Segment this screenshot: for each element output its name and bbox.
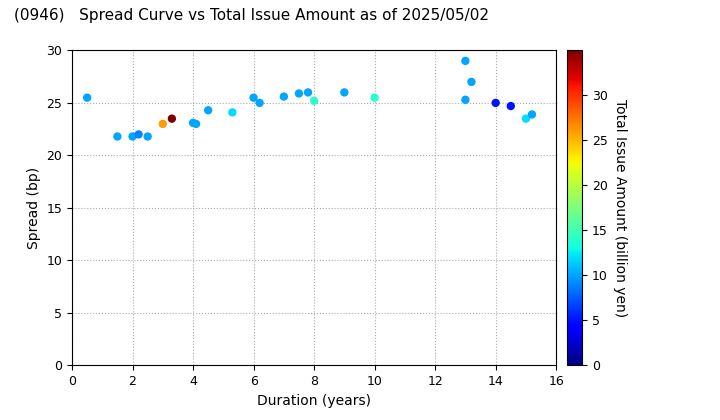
Point	[248, 94, 259, 101]
Point	[302, 89, 314, 96]
Point	[490, 100, 501, 106]
X-axis label: Duration (years): Duration (years)	[257, 394, 371, 408]
Point	[466, 79, 477, 85]
Point	[142, 133, 153, 140]
Point	[190, 121, 202, 127]
Point	[526, 111, 538, 118]
Point	[338, 89, 350, 96]
Point	[112, 133, 123, 140]
Text: (0946)   Spread Curve vs Total Issue Amount as of 2025/05/02: (0946) Spread Curve vs Total Issue Amoun…	[14, 8, 490, 24]
Point	[278, 93, 289, 100]
Point	[157, 121, 168, 127]
Point	[254, 100, 266, 106]
Y-axis label: Spread (bp): Spread (bp)	[27, 167, 41, 249]
Point	[369, 94, 380, 101]
Y-axis label: Total Issue Amount (billion yen): Total Issue Amount (billion yen)	[613, 99, 627, 317]
Point	[459, 58, 471, 64]
Point	[308, 97, 320, 104]
Point	[459, 96, 471, 103]
Point	[166, 115, 178, 122]
Point	[127, 133, 138, 140]
Point	[293, 90, 305, 97]
Point	[132, 131, 144, 138]
Point	[520, 115, 531, 122]
Point	[81, 94, 93, 101]
Point	[227, 109, 238, 116]
Point	[202, 107, 214, 113]
Point	[505, 102, 516, 109]
Point	[187, 119, 199, 126]
